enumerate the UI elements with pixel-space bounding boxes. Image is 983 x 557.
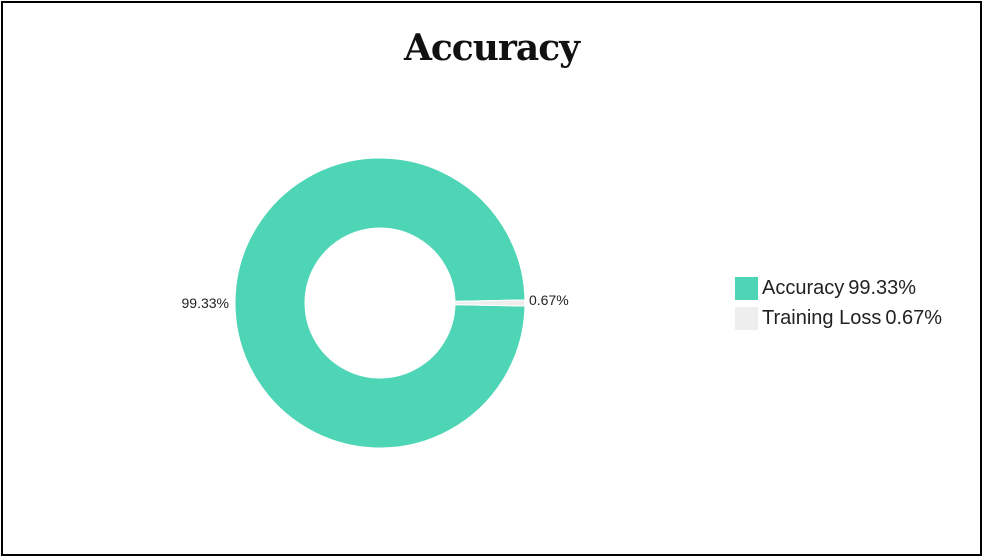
slice-training-loss[interactable] — [454, 299, 526, 307]
legend-value-training-loss: 0.67% — [885, 307, 943, 329]
slice-labels: 99.33% 0.67% — [182, 292, 569, 311]
legend-swatch-accuracy — [735, 277, 758, 300]
chart-title: Accuracy — [403, 27, 580, 69]
legend-value-accuracy: 99.33% — [848, 277, 917, 299]
legend-label-training-loss: Training Loss — [762, 307, 882, 329]
legend: Accuracy 99.33% Training Loss 0.67% — [735, 276, 942, 336]
slice-accuracy[interactable] — [234, 157, 526, 449]
donut-slices — [234, 157, 526, 449]
legend-swatch-training-loss — [735, 307, 758, 330]
data-label-accuracy: 99.33% — [182, 295, 229, 311]
data-label-training-loss: 0.67% — [529, 292, 569, 308]
legend-item-training-loss[interactable]: Training Loss 0.67% — [735, 306, 942, 331]
legend-item-accuracy[interactable]: Accuracy 99.33% — [735, 276, 942, 301]
legend-label-accuracy: Accuracy — [762, 277, 845, 299]
